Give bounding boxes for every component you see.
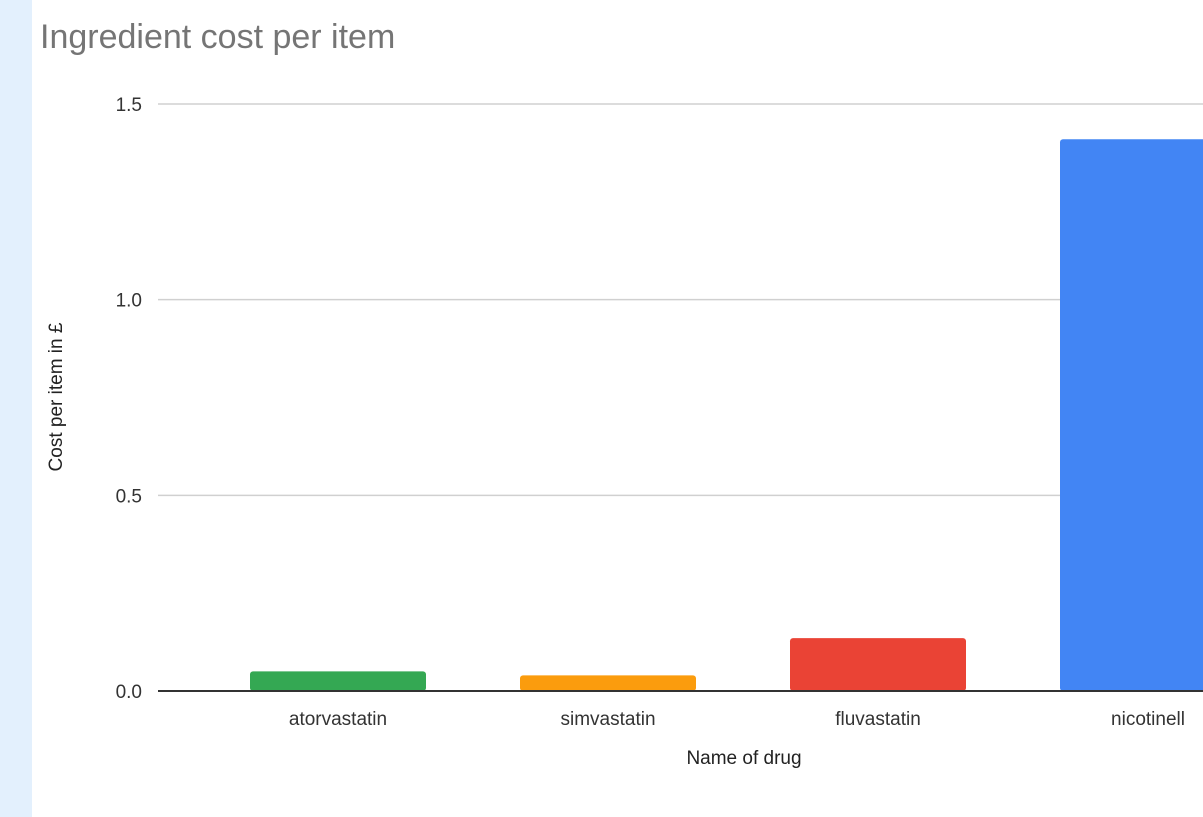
y-tick-label: 1.0 [116, 291, 142, 312]
x-axis-ticks: atorvastatin simvastatin fluvastatin nicoti… [289, 709, 1185, 730]
x-tick-label: simvastatin [560, 709, 655, 730]
left-panel-strip [0, 0, 32, 817]
bar-simvastatin [520, 675, 696, 691]
y-tick-label: 1.5 [116, 95, 142, 116]
y-tick-label: 0.0 [116, 682, 142, 703]
x-tick-label: atorvastatin [289, 709, 387, 730]
x-tick-label: nicotinell [1111, 709, 1185, 730]
bar-fluvastatin [790, 638, 966, 691]
bar-atorvastatin [250, 671, 426, 691]
x-tick-label: fluvastatin [835, 709, 921, 730]
y-tick-label: 0.5 [116, 486, 142, 507]
bar-nicotinell [1060, 139, 1203, 691]
chart-title: Ingredient cost per item [40, 18, 396, 56]
y-axis-ticks: 0.0 0.5 1.0 1.5 [116, 95, 142, 703]
bars [250, 139, 1203, 691]
y-axis-label: Cost per item in £ [46, 322, 67, 472]
gridlines [158, 103, 1203, 497]
x-axis-label: Name of drug [686, 748, 802, 769]
